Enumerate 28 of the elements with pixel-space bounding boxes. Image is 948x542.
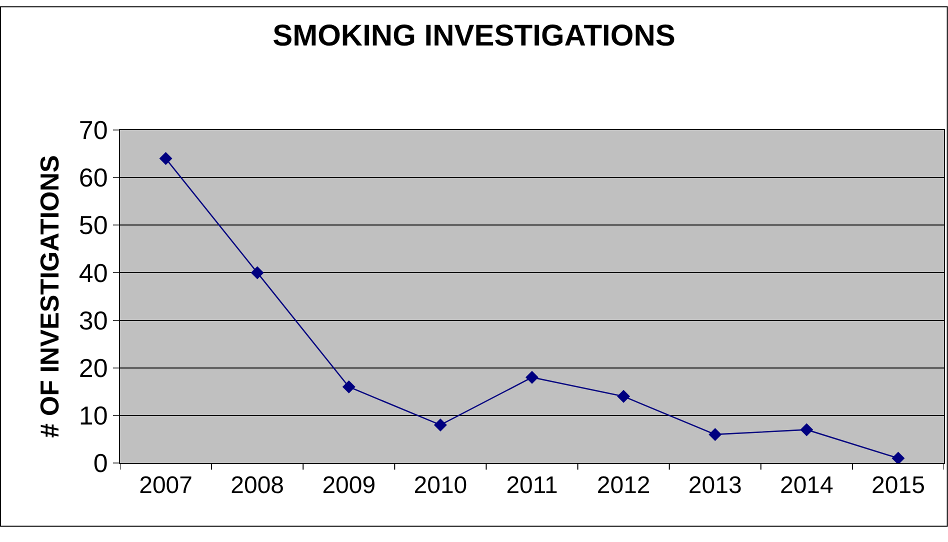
x-tick-label: 2011: [506, 472, 558, 499]
point: [526, 370, 538, 384]
point: [434, 418, 447, 432]
x-tick-label: 2015: [872, 472, 925, 499]
x-tick-label: 2010: [414, 472, 468, 499]
point: [800, 423, 814, 436]
y-tick-label: 20: [78, 352, 108, 383]
y-tick-label: 40: [78, 258, 108, 288]
chart-title: SMOKING INVESTIGATIONS: [272, 19, 676, 52]
point: [892, 452, 905, 463]
x-tick-label: 2014: [780, 472, 834, 499]
point: [708, 428, 722, 441]
point: [342, 380, 356, 394]
point: [250, 266, 264, 280]
y-tick-label: 60: [78, 162, 108, 193]
y-tick-label: 10: [78, 400, 108, 431]
x-tick-label: 2012: [596, 472, 650, 499]
point: [159, 152, 172, 166]
x-tick-label: 2008: [230, 472, 284, 499]
x-tick-label: 2009: [322, 472, 376, 499]
x-tick-label: 2007: [139, 472, 192, 499]
y-axis-title: # OF INVESTIGATIONS: [34, 155, 64, 438]
y-tick-label: 0: [93, 448, 108, 478]
x-tick-label: 2013: [688, 472, 742, 499]
y-tick-label: 70: [78, 115, 108, 146]
y-tick-label: 50: [78, 210, 108, 240]
y-tick-label: 30: [78, 305, 108, 336]
point: [617, 390, 630, 403]
